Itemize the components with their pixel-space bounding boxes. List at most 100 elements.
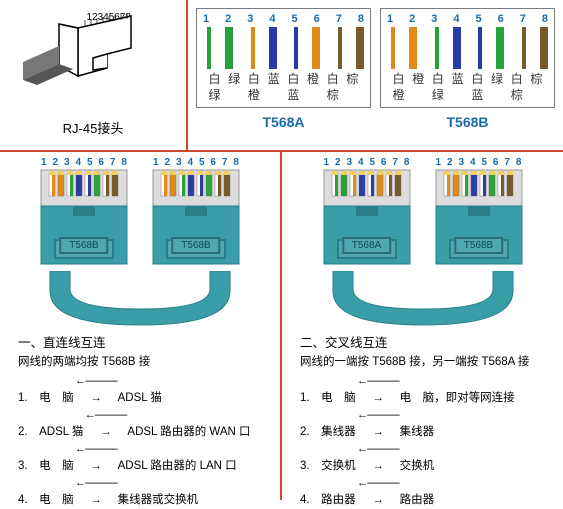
pin-stripe bbox=[312, 27, 320, 69]
description: 二、交叉线互连 网线的一端按 T568B 接，另一端按 T568A 接 1. 电… bbox=[282, 327, 563, 509]
top-row: 1 2 3 4 5 6 7 8 RJ-45接头 bbox=[0, 0, 563, 150]
pin-number: 7 bbox=[520, 13, 526, 25]
desc-row: 3. 交换机←———→交换机 bbox=[300, 441, 545, 475]
pin-stripe bbox=[290, 27, 298, 69]
plug-left: 12345678 T568B bbox=[29, 157, 139, 271]
description: 一、直连线互连 网线的两端均按 T568B 接 1. 电 脑←———→ADSL … bbox=[0, 327, 280, 509]
t568a-box: 12345678 白绿白蓝白橙白棕 绿 橙 蓝 棕 T568A bbox=[196, 8, 371, 130]
pin-stripe bbox=[474, 27, 482, 69]
pin-label: 橙 bbox=[393, 87, 405, 103]
pin-number: 3 bbox=[431, 13, 437, 25]
pin-stripe bbox=[431, 27, 439, 69]
pin-labels: 白橙白蓝白绿白棕 橙 绿 蓝 棕 bbox=[385, 71, 550, 103]
pin-number: 2 bbox=[225, 13, 231, 25]
pin-number: 1 bbox=[387, 13, 393, 25]
pin-number: 4 bbox=[453, 13, 459, 25]
pin-label: 棕 bbox=[530, 71, 542, 87]
pinbox-title: T568A bbox=[196, 114, 371, 130]
t568b-box: 12345678 白橙白蓝白绿白棕 橙 绿 蓝 棕 T568B bbox=[380, 8, 555, 130]
panel-straight: 12345678 T568B 12345678 T568B 直连互连法 一、直连… bbox=[0, 152, 280, 498]
desc-row: 2. 集线器←———→集线器 bbox=[300, 407, 545, 441]
pin-stripe bbox=[269, 27, 277, 69]
pin-label: 橙 bbox=[307, 71, 319, 87]
pin-label: 白 bbox=[432, 71, 444, 87]
pin-label bbox=[452, 87, 464, 103]
pin-label: 白 bbox=[248, 71, 260, 87]
desc-row: 3. 电 脑←———→ADSL 路由器的 LAN 口 bbox=[18, 441, 262, 475]
rj45-cell: 12345678 RJ-45接头 bbox=[0, 0, 186, 150]
pin-label: 棕 bbox=[511, 87, 523, 103]
pin-stripe bbox=[496, 27, 504, 69]
pin-label: 白 bbox=[327, 71, 339, 87]
pin-numbers: 1 2 3 4 5 6 7 8 bbox=[385, 13, 550, 25]
pin-number: 8 bbox=[358, 13, 364, 25]
pin-number: 1 bbox=[203, 13, 209, 25]
pin-stripe bbox=[225, 27, 233, 69]
desc-subtitle: 网线的两端均按 T568B 接 bbox=[18, 354, 262, 371]
pin-number: 5 bbox=[476, 13, 482, 25]
pin-label bbox=[268, 87, 280, 103]
pin-stripe bbox=[387, 27, 395, 69]
pin-number: 5 bbox=[292, 13, 298, 25]
panel-crossover: 12345678 T568A 12345678 T568B 交叉互连法 二、交叉… bbox=[282, 152, 563, 498]
desc-row: 4. 路由器←———→路由器 bbox=[300, 475, 545, 509]
pin-label: 蓝 bbox=[287, 87, 299, 103]
plug-right: 12345678 T568B bbox=[424, 157, 534, 271]
plug-numbers: 12345678 bbox=[424, 157, 534, 168]
desc-row: 1. 电 脑←———→ADSL 猫 bbox=[18, 373, 262, 407]
pin-label: 绿 bbox=[491, 71, 503, 87]
cable-bridge: 交叉互连法 bbox=[282, 271, 563, 327]
pin-stripes bbox=[201, 25, 366, 69]
pin-label bbox=[530, 87, 542, 103]
pin-label bbox=[346, 87, 358, 103]
plug-pair: 12345678 T568B 12345678 T568B bbox=[0, 157, 280, 271]
plug-tag: T568A bbox=[342, 237, 391, 254]
pin-labels: 白绿白蓝白橙白棕 绿 橙 蓝 棕 bbox=[201, 71, 366, 103]
pin-number: 8 bbox=[542, 13, 548, 25]
pin-label: 棕 bbox=[346, 71, 358, 87]
cable-label: 直连互连法 bbox=[105, 290, 175, 306]
desc-title: 二、交叉线互连 bbox=[300, 335, 545, 352]
plug-numbers: 12345678 bbox=[29, 157, 139, 168]
plug-tag: T568B bbox=[454, 237, 503, 254]
pin-number: 6 bbox=[498, 13, 504, 25]
rj45-label: RJ-45接头 bbox=[0, 118, 186, 137]
desc-row: 1. 电 脑←———→电 脑，即对等网连接 bbox=[300, 373, 545, 407]
desc-title: 一、直连线互连 bbox=[18, 335, 262, 352]
pin-numbers: 12345678 bbox=[201, 13, 366, 25]
pin-label: 白 bbox=[209, 71, 221, 87]
pin-stripe bbox=[247, 27, 255, 69]
pin-label: 蓝 bbox=[452, 71, 464, 87]
pin-label bbox=[307, 87, 319, 103]
plug-numbers: 12345678 bbox=[141, 157, 251, 168]
pin-stripe bbox=[334, 27, 342, 69]
rj45-icon: 12345678 bbox=[23, 6, 163, 111]
pin-stripe bbox=[518, 27, 526, 69]
pin-stripes bbox=[385, 25, 550, 69]
desc-row: 2. ADSL 猫←———→ADSL 路由器的 WAN 口 bbox=[18, 407, 262, 441]
pin-label: 绿 bbox=[228, 71, 240, 87]
pin-label bbox=[491, 87, 503, 103]
plug-left: 12345678 T568A bbox=[312, 157, 422, 271]
pin-stripe bbox=[203, 27, 211, 69]
plug-right: 12345678 T568B bbox=[141, 157, 251, 271]
pin-label: 棕 bbox=[327, 87, 339, 103]
pin-number: 6 bbox=[314, 13, 320, 25]
pin-number: 7 bbox=[336, 13, 342, 25]
pin-label: 绿 bbox=[432, 87, 444, 103]
pin-frame: 12345678 白绿白蓝白橙白棕 绿 橙 蓝 棕 bbox=[196, 8, 371, 108]
pin-frame: 12345678 白橙白蓝白绿白棕 橙 绿 蓝 棕 bbox=[380, 8, 555, 108]
pin-stripe bbox=[453, 27, 461, 69]
pin-number: 2 bbox=[409, 13, 415, 25]
pin-stripe bbox=[409, 27, 417, 69]
desc-subtitle: 网线的一端按 T568B 接，另一端按 T568A 接 bbox=[300, 354, 545, 371]
cable-label: 交叉互连法 bbox=[388, 290, 458, 306]
pin-label bbox=[228, 87, 240, 103]
pin-label: 绿 bbox=[209, 87, 221, 103]
pin-number: 3 bbox=[247, 13, 253, 25]
pin-label: 白 bbox=[471, 71, 483, 87]
plug-tag: T568B bbox=[59, 237, 108, 254]
pinbox-title: T568B bbox=[380, 114, 555, 130]
pin-label: 白 bbox=[393, 71, 405, 87]
pin-label bbox=[412, 87, 424, 103]
